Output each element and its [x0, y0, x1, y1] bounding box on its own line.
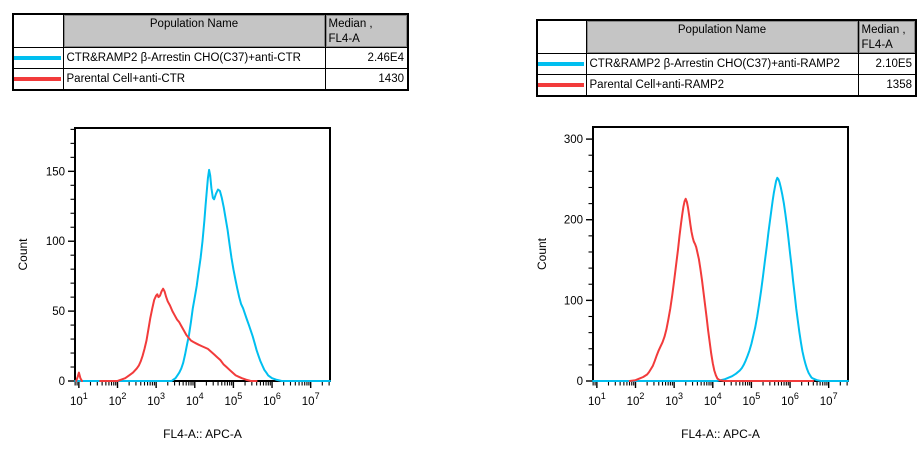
swatch-cell	[536, 53, 587, 75]
legend-row: CTR&RAMP2 β-Arrestin CHO(C37)+anti-RAMP2…	[536, 53, 917, 75]
svg-text:100: 100	[46, 236, 65, 248]
series-swatch-cyan	[538, 62, 584, 66]
swatch-cell	[536, 74, 587, 96]
swatch-cell	[12, 47, 64, 69]
population-cell: Parental Cell+anti-RAMP2	[585, 74, 859, 96]
svg-text:103: 103	[665, 391, 683, 408]
population-cell: CTR&RAMP2 β-Arrestin CHO(C37)+anti-RAMP2	[585, 53, 859, 75]
svg-text:107: 107	[302, 391, 320, 408]
svg-text:50: 50	[52, 306, 65, 318]
legend-row: CTR&RAMP2 β-Arrestin CHO(C37)+anti-CTR 2…	[12, 47, 409, 69]
svg-text:0: 0	[59, 376, 65, 388]
series-swatch-cyan	[14, 56, 61, 60]
median-header: Median , FL4-A	[324, 13, 409, 48]
svg-text:101: 101	[588, 391, 606, 408]
population-name-header: Population Name	[62, 13, 326, 48]
swatch-header-cell	[12, 13, 64, 48]
population-cell: Parental Cell+anti-CTR	[62, 68, 326, 90]
median-header-line1: Median ,	[861, 24, 906, 36]
svg-text:105: 105	[225, 391, 243, 408]
svg-text:105: 105	[743, 391, 761, 408]
svg-text:200: 200	[564, 215, 583, 227]
population-cell: CTR&RAMP2 β-Arrestin CHO(C37)+anti-CTR	[62, 47, 326, 69]
legend-header-row: Population Name Median , FL4-A	[12, 13, 409, 48]
median-header-line2: FL4-A	[861, 39, 893, 51]
median-header: Median , FL4-A	[857, 19, 917, 54]
legend-row: Parental Cell+anti-CTR 1430	[12, 68, 409, 90]
median-cell: 2.46E4	[324, 47, 409, 69]
svg-text:300: 300	[564, 134, 583, 146]
svg-text:107: 107	[820, 391, 838, 408]
svg-text:104: 104	[704, 391, 722, 408]
svg-text:101: 101	[70, 391, 88, 408]
legend-table-anti-ramp2: Population Name Median , FL4-A CTR&RAMP2…	[536, 19, 917, 97]
median-cell: 1430	[324, 68, 409, 90]
median-cell: 2.10E5	[857, 53, 917, 75]
svg-text:104: 104	[186, 391, 204, 408]
svg-text:102: 102	[109, 391, 127, 408]
svg-text:FL4-A:: APC-A: FL4-A:: APC-A	[163, 427, 242, 441]
svg-text:103: 103	[147, 391, 165, 408]
legend-table-anti-ctr: Population Name Median , FL4-A CTR&RAMP2…	[12, 13, 409, 91]
legend-row: Parental Cell+anti-RAMP2 1358	[536, 74, 917, 96]
svg-text:0: 0	[577, 376, 583, 388]
series-swatch-red	[538, 82, 584, 87]
median-header-line1: Median ,	[328, 18, 373, 30]
svg-text:100: 100	[564, 295, 583, 307]
svg-text:FL4-A:: APC-A: FL4-A:: APC-A	[681, 427, 760, 441]
legend-header-row: Population Name Median , FL4-A	[536, 19, 917, 54]
series-swatch-red	[14, 76, 61, 81]
median-cell: 1358	[857, 74, 917, 96]
svg-text:150: 150	[46, 166, 65, 178]
svg-text:Count: Count	[535, 237, 549, 270]
svg-text:102: 102	[627, 391, 645, 408]
swatch-header-cell	[536, 19, 587, 54]
median-header-line2: FL4-A	[328, 33, 360, 45]
svg-text:106: 106	[781, 391, 799, 408]
svg-text:106: 106	[263, 391, 281, 408]
swatch-cell	[12, 68, 64, 90]
svg-text:Count: Count	[16, 238, 30, 271]
population-name-header: Population Name	[585, 19, 859, 54]
